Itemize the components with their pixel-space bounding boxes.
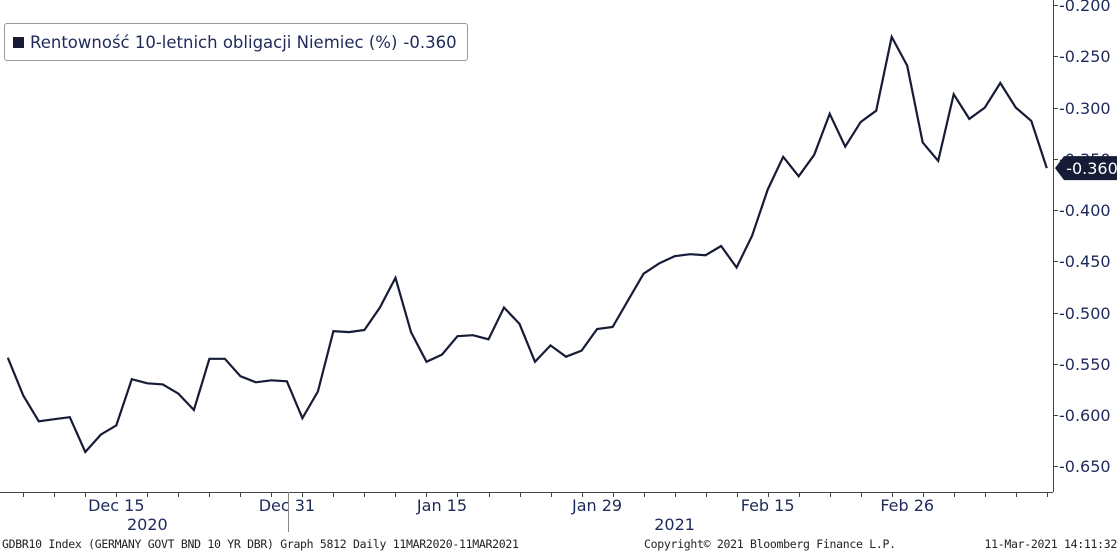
footer-copyright: Copyright© 2021 Bloomberg Finance L.P. (644, 537, 896, 551)
x-tick-label: Feb 15 (741, 496, 795, 515)
y-tick-label: -0.650 (1059, 457, 1111, 476)
y-tick-label: -0.550 (1059, 355, 1111, 374)
y-tick-label: -0.300 (1059, 99, 1111, 118)
current-value-label: -0.360 (1066, 159, 1118, 178)
y-axis: -0.200-0.250-0.300-0.350-0.400-0.450-0.5… (1053, 0, 1111, 476)
y-tick-label: -0.500 (1059, 304, 1111, 323)
chart-axes (0, 0, 1054, 493)
footer-timestamp: 11-Mar-2021 14:11:32 (984, 537, 1118, 551)
current-value-badge-shape (1055, 156, 1117, 181)
legend-swatch (13, 36, 24, 48)
y-tick-label: -0.200 (1059, 0, 1111, 15)
chart-plot-area (6, 33, 1048, 455)
footer-index-info: GDBR10 Index (GERMANY GOVT BND 10 YR DBR… (2, 537, 519, 551)
legend-series-label: Rentowność 10-letnich obligacji Niemiec … (30, 32, 398, 52)
y-tick-label: -0.600 (1059, 406, 1111, 425)
y-tick-label: -0.250 (1059, 47, 1111, 66)
series-line (6, 33, 1048, 455)
x-tick-label: Jan 15 (416, 496, 467, 515)
x-year-label: 2020 (127, 515, 168, 534)
x-year-label: 2021 (654, 515, 695, 534)
x-tick-label: Jan 29 (571, 496, 622, 515)
x-tick-label: Feb 26 (880, 496, 934, 515)
x-axis: Dec 15 Dec 31 Jan 15 Jan 29 Feb 15 Feb 26 2020… (23, 492, 1048, 534)
y-tick-label: -0.450 (1059, 252, 1111, 271)
x-tick-label: Dec 15 (88, 496, 144, 515)
current-value-badge: -0.360 (1055, 156, 1118, 181)
legend-last-value: -0.360 (403, 32, 457, 52)
y-tick-label: -0.400 (1059, 201, 1111, 220)
x-tick-label: Dec 31 (259, 496, 315, 515)
legend: Rentowność 10-letnich obligacji Niemiec … (4, 23, 468, 61)
